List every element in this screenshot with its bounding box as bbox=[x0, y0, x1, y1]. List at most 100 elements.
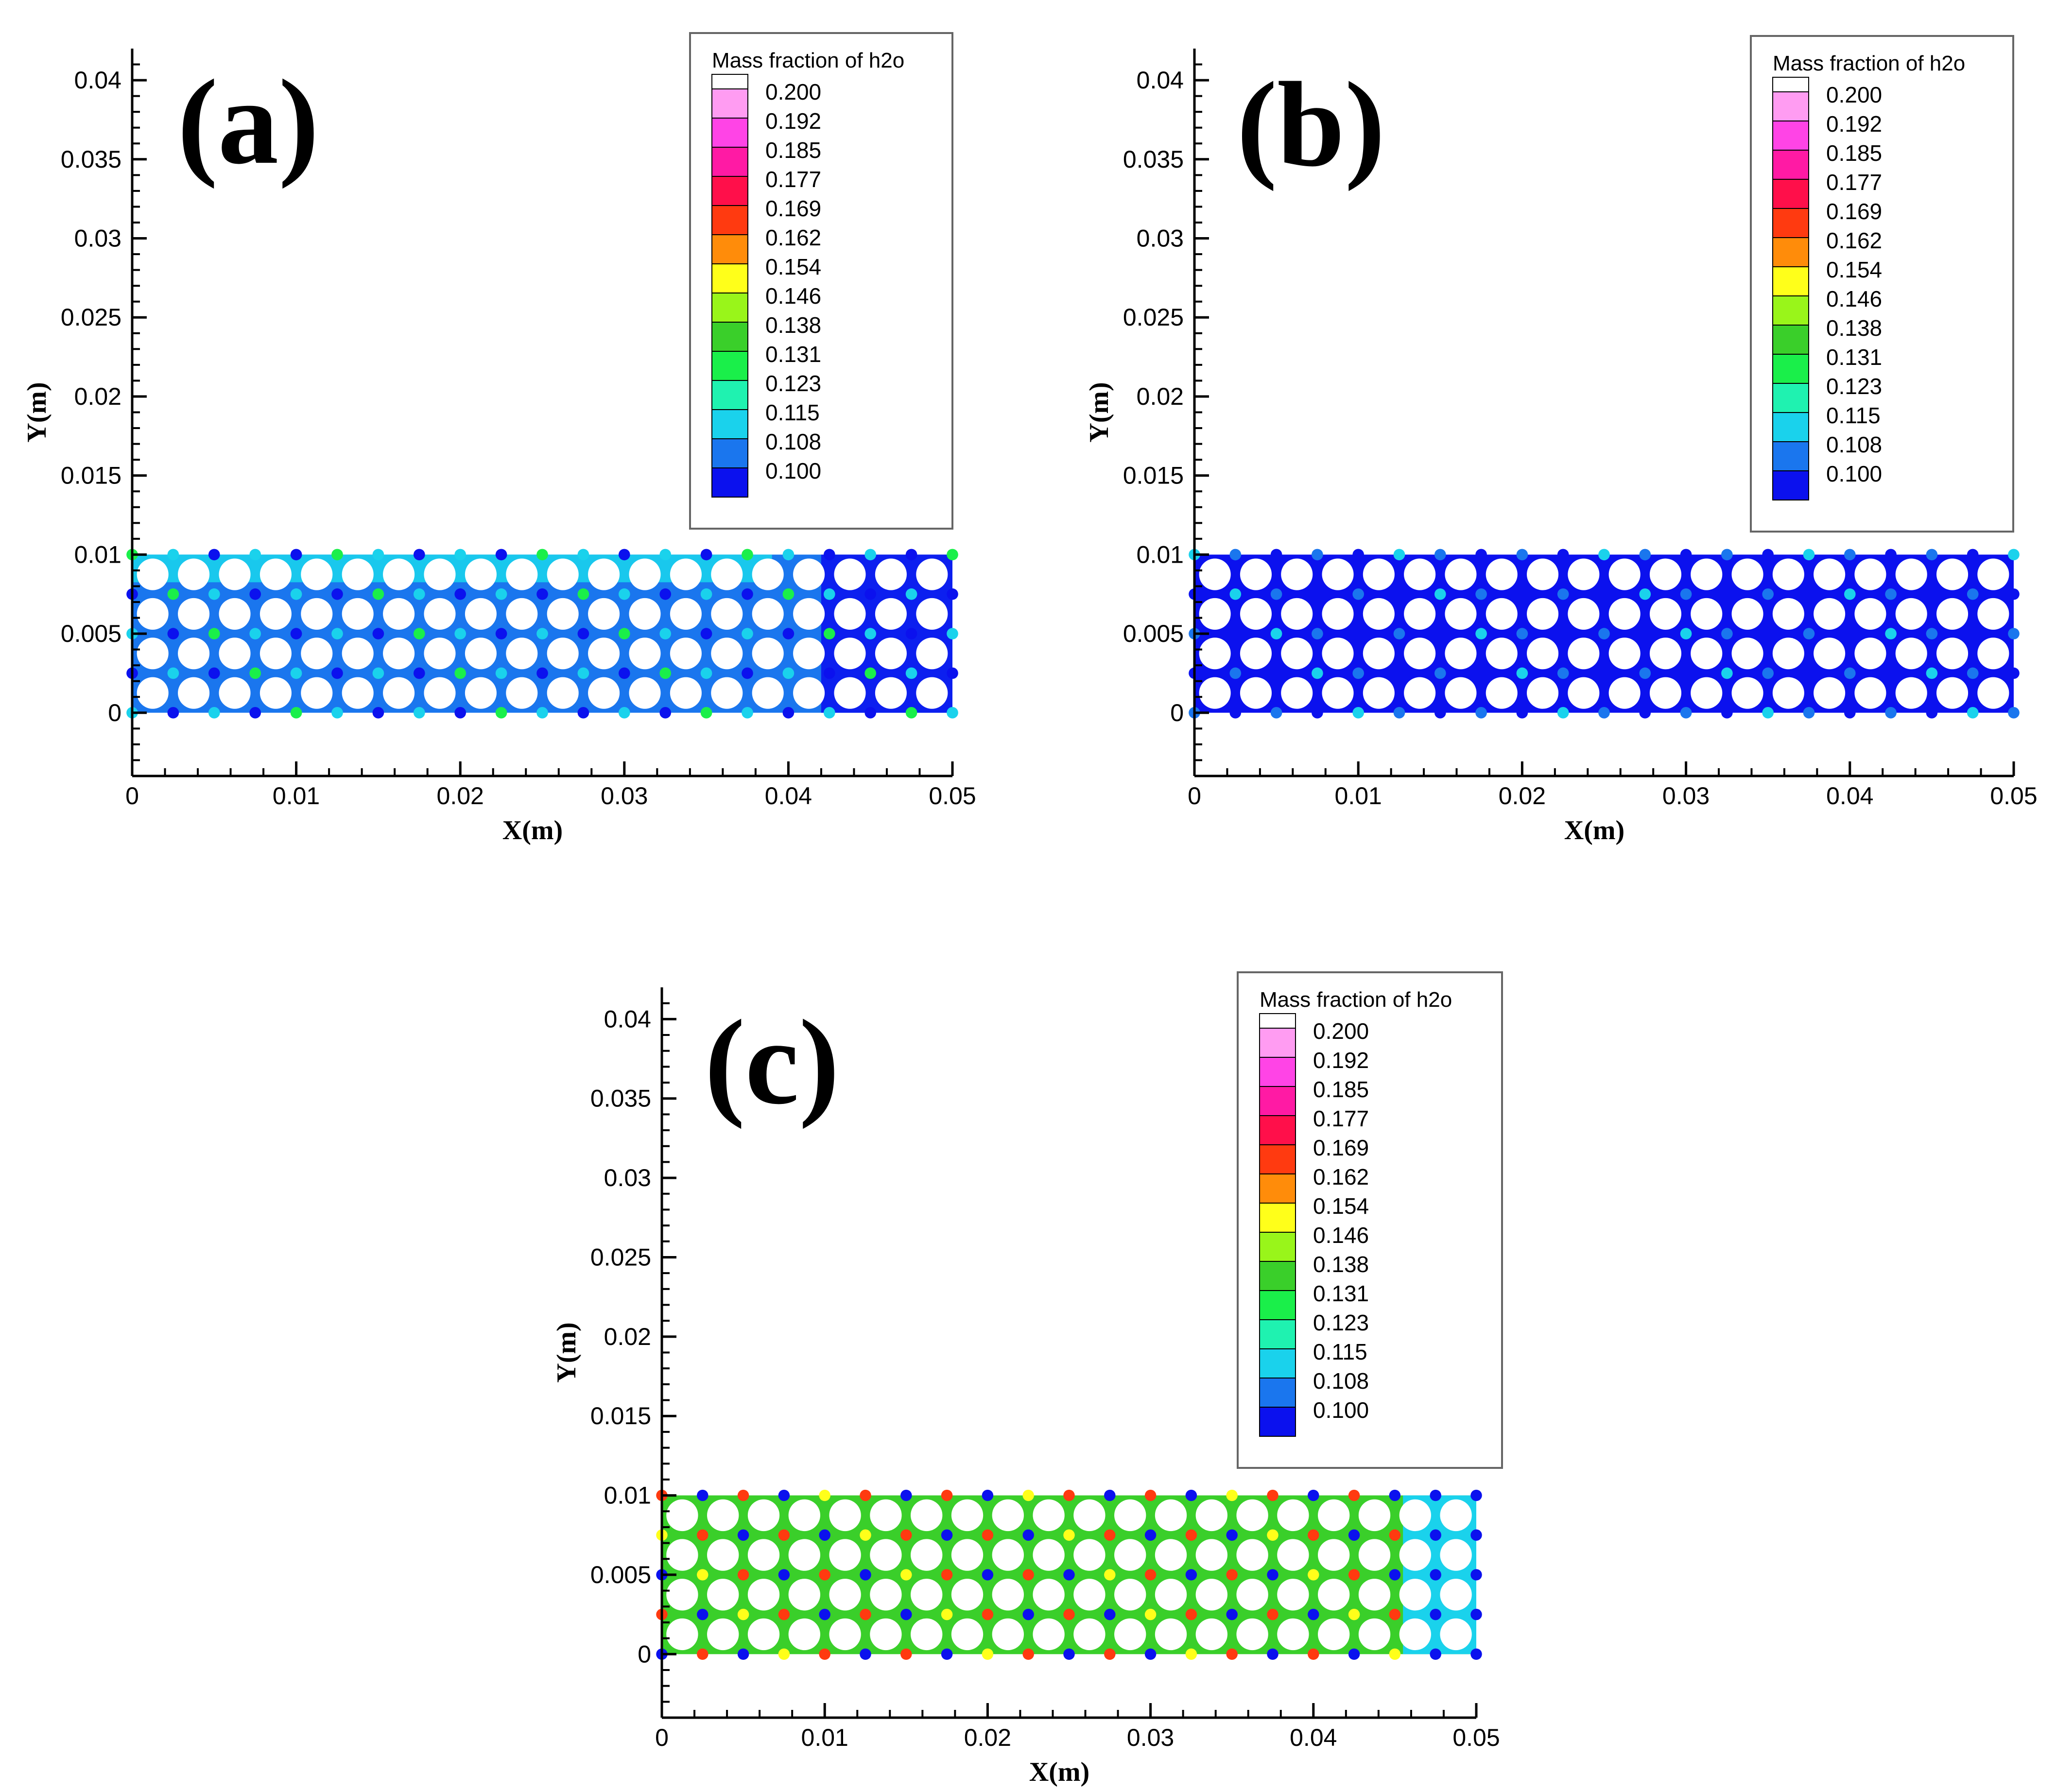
field-spot bbox=[1104, 1608, 1116, 1620]
legend-swatch bbox=[1772, 412, 1809, 442]
field-spot bbox=[860, 1529, 871, 1541]
pore bbox=[1318, 1499, 1350, 1532]
field-spot bbox=[1267, 1529, 1279, 1541]
x-tick-label: 0.03 bbox=[601, 782, 648, 810]
pore bbox=[911, 1499, 943, 1532]
chart-panel-c: 0 0.01 0.02 0.03 0.04 0.05 0 0.005 0.01 0.015 0.02… bbox=[552, 971, 1503, 1787]
x-tick-label: 0 bbox=[655, 1724, 669, 1751]
pore bbox=[1731, 598, 1763, 630]
pore bbox=[1399, 1499, 1431, 1532]
legend: Mass fraction of h2o 0.200 0.192 0.185 0.177… bbox=[689, 32, 953, 530]
pore bbox=[870, 1539, 902, 1571]
field-spot bbox=[864, 707, 877, 719]
x-tick-label: 0.01 bbox=[1335, 782, 1382, 810]
field-spot bbox=[1022, 1648, 1034, 1660]
field-spot bbox=[1475, 588, 1487, 600]
field-spot bbox=[860, 1608, 871, 1620]
pore bbox=[829, 1499, 861, 1532]
field-spot bbox=[372, 549, 384, 561]
pore bbox=[788, 1579, 820, 1611]
pore bbox=[1240, 558, 1272, 590]
pore bbox=[747, 1579, 780, 1611]
pore bbox=[666, 1618, 698, 1651]
field-spot bbox=[1516, 707, 1528, 719]
legend-title: Mass fraction of h2o bbox=[1260, 988, 1452, 1012]
pore bbox=[465, 638, 497, 670]
field-spot bbox=[1022, 1489, 1034, 1501]
pore bbox=[259, 677, 292, 709]
legend-label: 0.177 bbox=[1826, 170, 1882, 195]
field-spot bbox=[577, 588, 589, 600]
field-spot bbox=[1308, 1489, 1319, 1501]
y-tick-label: 0.015 bbox=[61, 462, 121, 489]
legend-label: 0.162 bbox=[1826, 228, 1882, 253]
pore bbox=[870, 1579, 902, 1611]
field-spot bbox=[1270, 549, 1282, 561]
field-spot bbox=[1430, 1608, 1441, 1620]
legend-swatch bbox=[1259, 1261, 1296, 1291]
pore bbox=[629, 598, 661, 630]
legend-label: 0.131 bbox=[1826, 345, 1882, 370]
pore bbox=[588, 677, 620, 709]
pore bbox=[1486, 598, 1518, 630]
pore bbox=[1649, 598, 1681, 630]
field-spot bbox=[1270, 667, 1282, 679]
field-spot bbox=[1844, 588, 1856, 600]
field-spot bbox=[1803, 707, 1815, 719]
pore bbox=[506, 558, 538, 590]
pore bbox=[219, 598, 251, 630]
pore bbox=[259, 638, 292, 670]
pore bbox=[1358, 1618, 1391, 1651]
field-spot bbox=[1389, 1608, 1401, 1620]
legend-label: 0.154 bbox=[1313, 1193, 1369, 1219]
field-spot bbox=[454, 549, 466, 561]
field-spot bbox=[167, 628, 179, 639]
field-spot bbox=[1393, 628, 1405, 639]
field-spot bbox=[577, 628, 589, 639]
field-spot bbox=[1762, 667, 1774, 679]
field-spot bbox=[1721, 707, 1733, 719]
pore bbox=[465, 677, 497, 709]
field-spot bbox=[1434, 588, 1446, 600]
pore bbox=[137, 677, 169, 709]
pore bbox=[465, 598, 497, 630]
legend-swatch bbox=[1772, 77, 1809, 92]
pore bbox=[951, 1499, 984, 1532]
pore bbox=[1073, 1579, 1106, 1611]
y-axis-title: Y(m) bbox=[552, 1322, 582, 1382]
pore bbox=[1073, 1499, 1106, 1532]
pore bbox=[1199, 638, 1231, 670]
pore bbox=[342, 638, 374, 670]
legend-swatch bbox=[1772, 237, 1809, 267]
field-spot bbox=[1185, 1569, 1197, 1581]
field-spot bbox=[947, 628, 958, 639]
field-spot bbox=[1389, 1569, 1401, 1581]
field-spot bbox=[782, 707, 795, 719]
pore bbox=[747, 1539, 780, 1571]
legend-swatch bbox=[1772, 441, 1809, 471]
y-tick-label: 0.01 bbox=[1137, 541, 1184, 568]
field-spot bbox=[1434, 707, 1446, 719]
field-spot bbox=[1308, 1608, 1319, 1620]
field-spot bbox=[737, 1608, 749, 1620]
field-spot bbox=[941, 1569, 953, 1581]
field-spot bbox=[495, 549, 507, 561]
field-spot bbox=[1352, 707, 1365, 719]
field-spot bbox=[1226, 1529, 1238, 1541]
pore bbox=[1240, 598, 1272, 630]
y-tick-label: 0.04 bbox=[74, 67, 121, 94]
field-spot bbox=[1229, 549, 1242, 561]
pore bbox=[1281, 598, 1313, 630]
legend-label: 0.138 bbox=[1313, 1252, 1369, 1277]
pore bbox=[875, 677, 907, 709]
pore bbox=[793, 598, 825, 630]
pore bbox=[1277, 1618, 1309, 1651]
field-spot bbox=[941, 1608, 953, 1620]
pore bbox=[1440, 1579, 1472, 1611]
field-spot bbox=[1721, 588, 1733, 600]
legend-swatch bbox=[711, 438, 748, 468]
legend-swatch bbox=[711, 118, 748, 148]
field-spot bbox=[1267, 1608, 1279, 1620]
pore bbox=[834, 598, 866, 630]
field-spot bbox=[1639, 628, 1651, 639]
